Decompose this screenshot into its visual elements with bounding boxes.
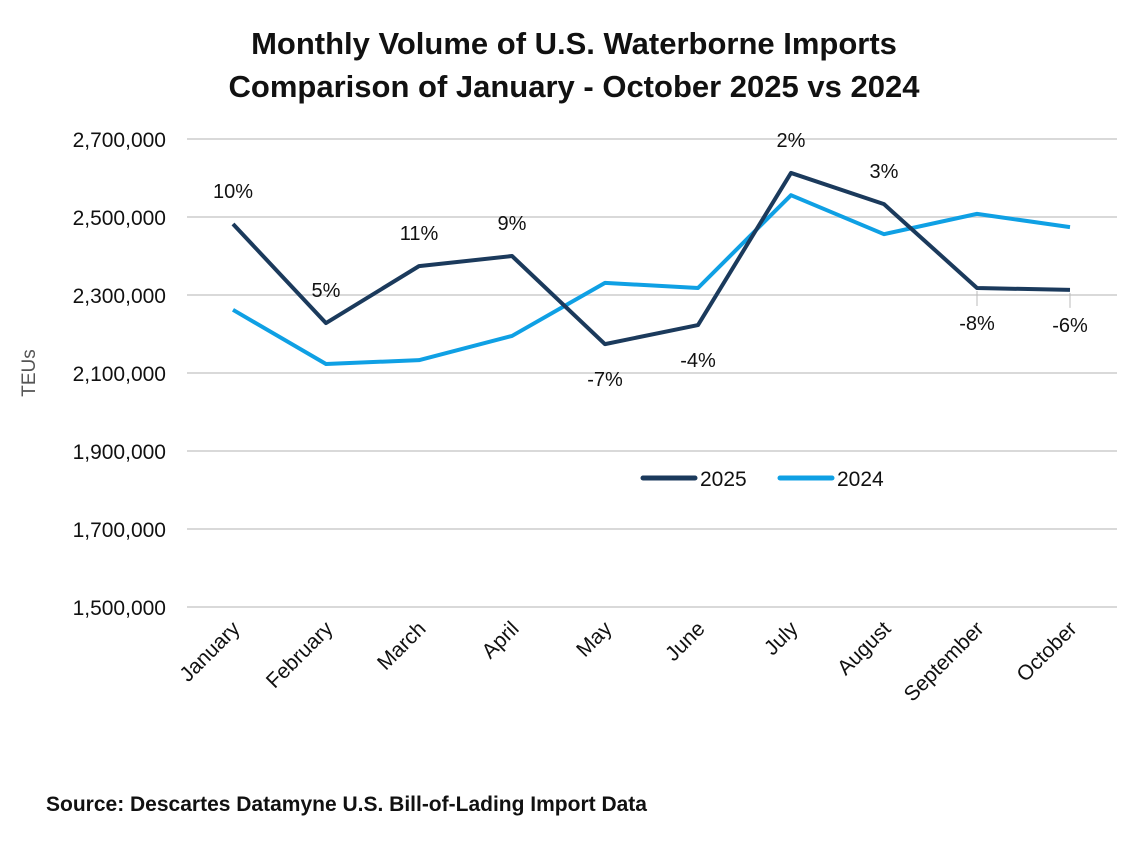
data-label: -7% bbox=[587, 369, 623, 391]
x-tick-label: January bbox=[175, 617, 244, 686]
y-tick-label: 2,700,000 bbox=[73, 129, 166, 152]
series-line-2024 bbox=[231, 193, 1071, 367]
data-label: 11% bbox=[400, 223, 439, 245]
x-tick-label: March bbox=[373, 617, 431, 675]
y-tick-label: 2,300,000 bbox=[73, 285, 166, 308]
y-tick-label: 2,500,000 bbox=[73, 207, 166, 230]
chart-title: Monthly Volume of U.S. Waterborne Import… bbox=[251, 26, 897, 61]
data-label: -8% bbox=[959, 313, 995, 335]
y-axis-label: TEUs bbox=[19, 349, 40, 397]
legend: 2025 2024 bbox=[640, 468, 884, 491]
data-label: 2% bbox=[777, 130, 806, 152]
y-tick-label: 1,900,000 bbox=[73, 441, 166, 464]
data-label: 5% bbox=[312, 280, 341, 302]
x-tick-label: April bbox=[478, 617, 524, 663]
x-tick-label: October bbox=[1012, 617, 1081, 686]
x-tick-label: February bbox=[262, 617, 338, 693]
y-tick-label: 1,700,000 bbox=[73, 519, 166, 542]
series-line-2025 bbox=[231, 170, 1071, 347]
legend-label-2024: 2024 bbox=[837, 468, 884, 491]
source-note: Source: Descartes Datamyne U.S. Bill-of-… bbox=[46, 793, 647, 816]
data-label: -4% bbox=[680, 350, 716, 372]
x-tick-label: August bbox=[833, 617, 896, 680]
y-tick-label: 1,500,000 bbox=[73, 597, 166, 620]
data-label: -6% bbox=[1052, 315, 1088, 337]
data-label: 3% bbox=[870, 161, 899, 183]
x-tick-label: September bbox=[900, 617, 989, 706]
x-tick-label: June bbox=[661, 617, 709, 665]
data-label: 9% bbox=[498, 213, 527, 235]
legend-label-2025: 2025 bbox=[700, 468, 747, 491]
x-tick-label: May bbox=[572, 617, 617, 662]
y-tick-label: 2,100,000 bbox=[73, 363, 166, 386]
data-label: 10% bbox=[213, 181, 253, 203]
x-tick-label: July bbox=[760, 617, 803, 660]
chart-subtitle: Comparison of January - October 2025 vs … bbox=[229, 69, 921, 104]
